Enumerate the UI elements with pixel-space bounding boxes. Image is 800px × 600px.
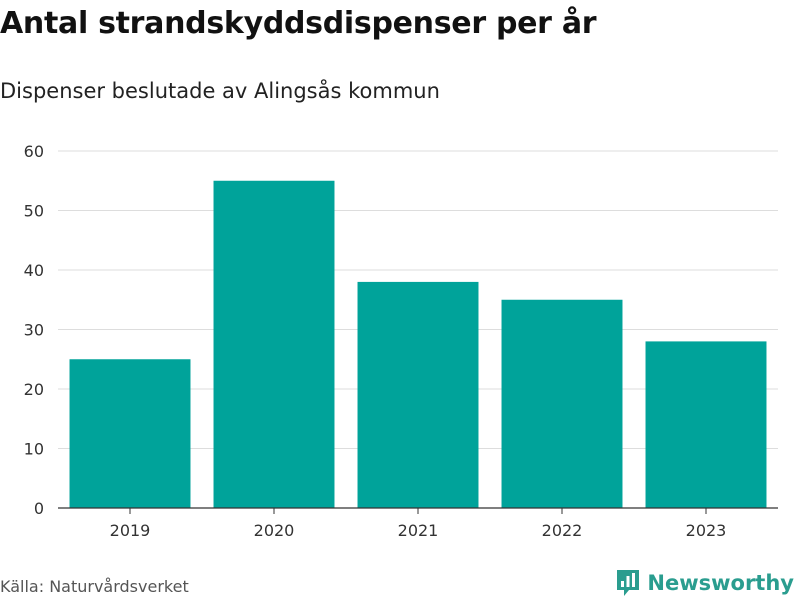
- bar: [213, 180, 335, 508]
- bar: [501, 299, 623, 508]
- y-tick-label: 60: [24, 142, 44, 161]
- x-tick-label: 2023: [686, 521, 727, 540]
- x-tick-label: 2022: [542, 521, 583, 540]
- y-tick-label: 40: [24, 261, 44, 280]
- bar: [357, 281, 479, 508]
- chart-subtitle: Dispenser beslutade av Alingsås kommun: [0, 79, 440, 103]
- y-tick-label: 30: [24, 321, 44, 340]
- bar-chart: 0 10 20 30 40 50 60 2019 2020 2021 2022 2023: [24, 142, 778, 540]
- y-tick-label: 0: [34, 499, 44, 518]
- brand-logo: Newsworthy: [615, 568, 794, 598]
- bar: [69, 359, 191, 508]
- x-tick-label: 2020: [254, 521, 295, 540]
- brand-name: Newsworthy: [647, 571, 794, 595]
- y-tick-label: 20: [24, 380, 44, 399]
- source-note: Källa: Naturvårdsverket: [0, 577, 189, 596]
- chart-title: Antal strandskyddsdispenser per år: [0, 6, 597, 41]
- x-tick-label: 2019: [110, 521, 151, 540]
- x-tick-label: 2021: [398, 521, 439, 540]
- y-tick-label: 50: [24, 202, 44, 221]
- bar: [645, 341, 767, 508]
- newsworthy-logo-icon: [617, 570, 640, 596]
- y-tick-label: 10: [24, 440, 44, 459]
